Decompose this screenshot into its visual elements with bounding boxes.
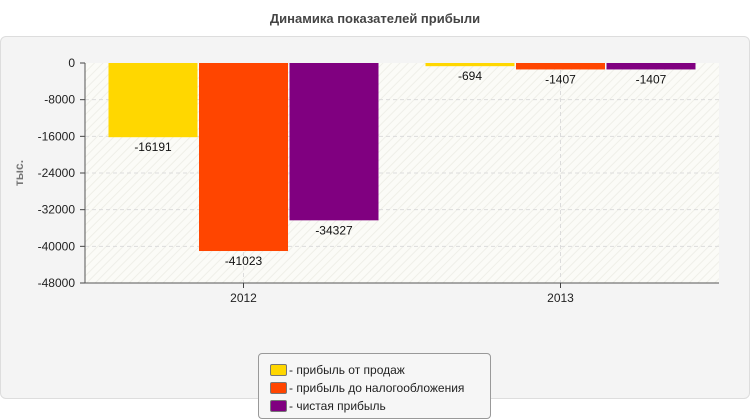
data-label: -1407 — [545, 72, 576, 86]
chart-title: Динамика показателей прибыли — [269, 11, 481, 26]
bar-2013-3 — [606, 63, 696, 70]
data-label: -1407 — [636, 72, 667, 86]
y-tick-label: -16000 — [38, 129, 76, 143]
y-axis-title: тыс. — [12, 160, 26, 186]
data-label: -41023 — [225, 254, 263, 268]
data-label: -34327 — [315, 223, 353, 237]
y-tick-label: -8000 — [44, 93, 75, 107]
legend-item-pretax-profit[interactable]: - прибыль до налогообложения — [270, 379, 490, 397]
legend-label: - чистая прибыль — [289, 399, 386, 413]
legend-swatch — [270, 400, 287, 412]
data-label: -694 — [458, 69, 482, 83]
legend-swatch — [270, 364, 287, 376]
bar-2013-2 — [516, 63, 605, 70]
x-tick-label: 2012 — [230, 291, 257, 305]
legend-label: - прибыль от продаж — [289, 363, 405, 377]
legend-label: - прибыль до налогообложения — [289, 381, 465, 395]
x-tick-label: 2013 — [547, 291, 574, 305]
y-tick-label: -32000 — [38, 203, 76, 217]
legend-item-sales-profit[interactable]: - прибыль от продаж — [270, 361, 490, 379]
bar-2012-3 — [289, 63, 379, 221]
bar-2013-1 — [425, 63, 515, 67]
bar-2012-2 — [199, 63, 288, 252]
chart-plot: 0 -8000 -16000 -24000 -32000 -40000 -48000 2012… — [12, 56, 719, 305]
y-tick-label: -48000 — [38, 276, 76, 290]
chart-panel: 0 -8000 -16000 -24000 -32000 -40000 -48000 2012… — [0, 36, 750, 419]
data-label: -16191 — [134, 140, 172, 154]
bar-2012-1 — [108, 63, 198, 138]
y-tick-label: -24000 — [38, 166, 76, 180]
legend: - прибыль от продаж - прибыль до налогоо… — [258, 353, 491, 419]
y-tick-label: -40000 — [38, 239, 76, 253]
y-tick-label: 0 — [68, 56, 75, 70]
legend-swatch — [270, 382, 287, 394]
